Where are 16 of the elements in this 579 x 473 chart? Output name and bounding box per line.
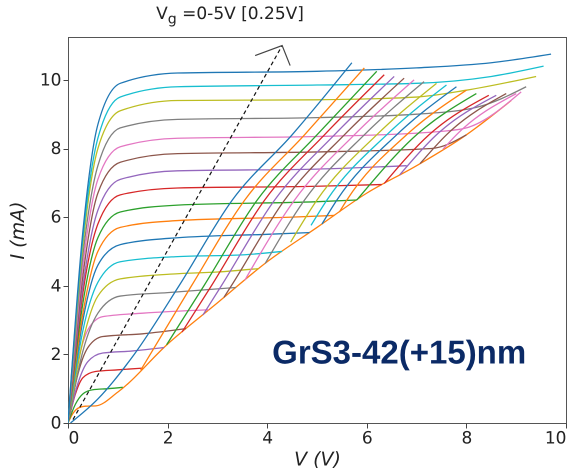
x-tick-label: 6: [362, 428, 373, 448]
x-axis-title: V (V): [294, 448, 341, 470]
y-tick-label: 2: [50, 344, 62, 365]
annotation: GrS3-42(+15)nm: [272, 334, 526, 371]
y-tick-label: 0: [50, 414, 62, 434]
x-tick-label: 10: [544, 428, 566, 448]
x-tick-label: 2: [162, 428, 174, 448]
x-tick-label: 8: [461, 428, 472, 448]
chart-title: V$_{g}$ =0-5V [0.25V]: [155, 4, 305, 28]
x-tick-label: 0: [68, 428, 80, 448]
x-tick-label: 4: [262, 428, 274, 448]
y-tick-label: 10: [40, 70, 62, 90]
y-tick-label: 6: [50, 208, 62, 228]
y-axis-title: I (mA): [6, 202, 29, 260]
y-tick-label: 8: [50, 139, 62, 160]
y-tick-label: 4: [50, 276, 62, 296]
